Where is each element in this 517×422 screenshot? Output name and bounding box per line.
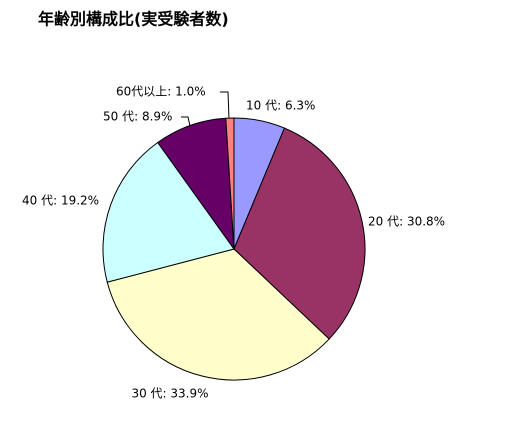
- leader-line: [220, 91, 230, 120]
- data-label: 60代以上: 1.0%: [116, 85, 206, 99]
- chart-title: 年齢別構成比(実受験者数): [38, 10, 229, 29]
- pie-slice: [102, 141, 235, 283]
- leader-line: [181, 116, 191, 127]
- pie-slice: [106, 248, 330, 381]
- pie-slice: [225, 117, 235, 250]
- data-label: 20 代: 30.8%: [368, 215, 445, 229]
- data-label: 10 代: 6.3%: [246, 99, 315, 113]
- pie-slice: [233, 127, 366, 340]
- data-label: 50 代: 8.9%: [103, 110, 172, 124]
- data-label: 40 代: 19.2%: [22, 194, 99, 208]
- data-label: 30 代: 33.9%: [131, 387, 208, 401]
